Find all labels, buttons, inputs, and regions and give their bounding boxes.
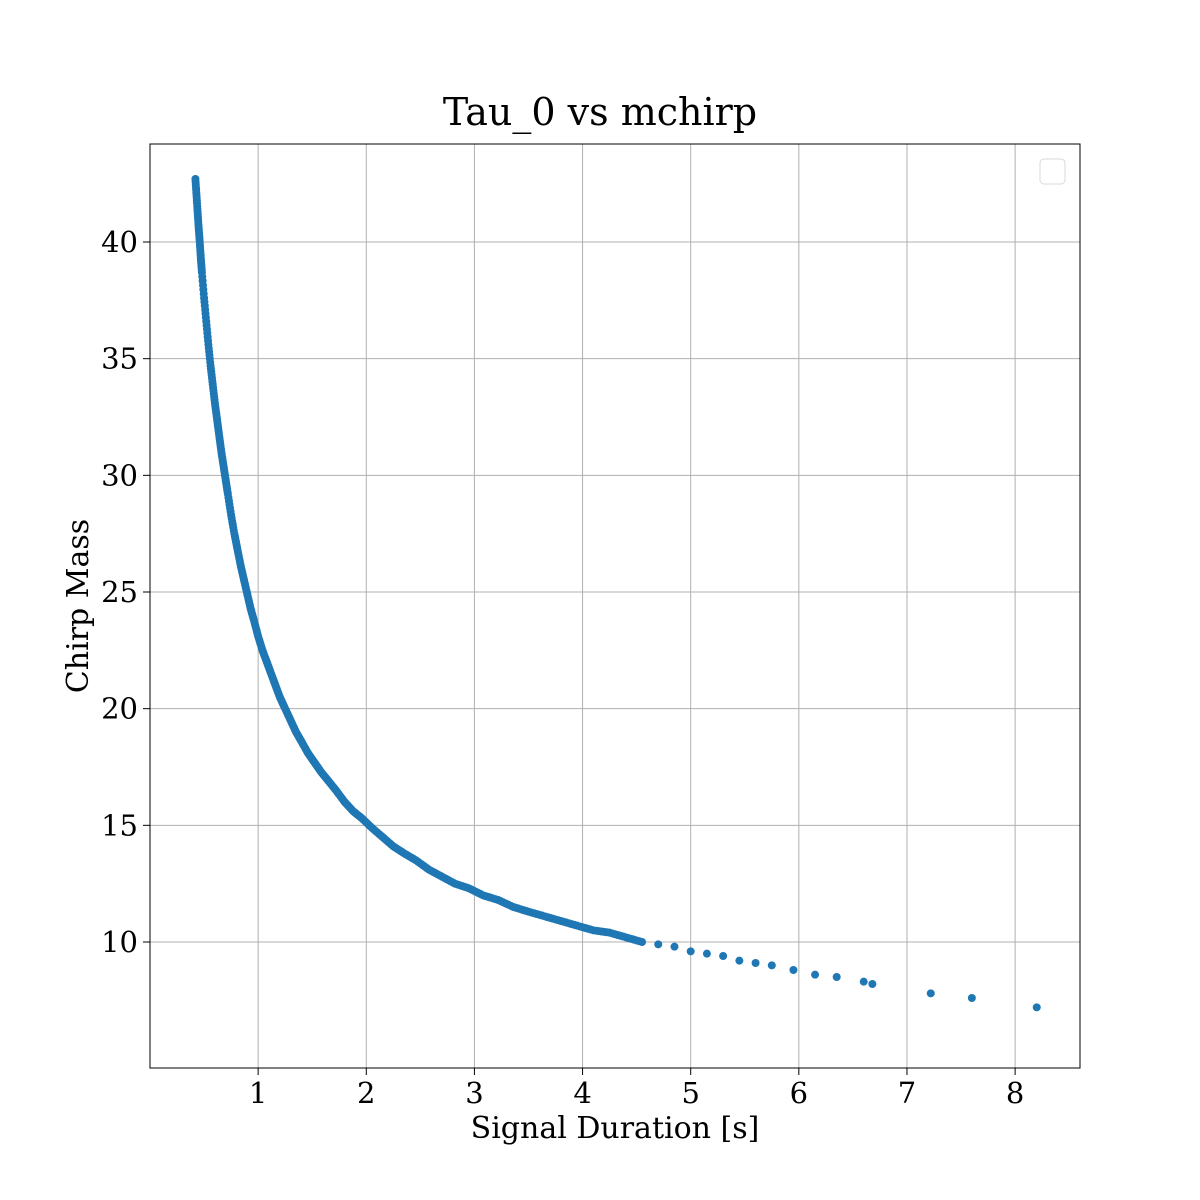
data-point <box>767 961 776 970</box>
x-tick-label: 1 <box>249 1076 267 1110</box>
data-point <box>789 966 798 974</box>
ticks-layer: 1 2 3 4 5 6 7 8 10 15 20 25 30 35 40 <box>101 225 1024 1110</box>
x-tick-label: 3 <box>465 1076 483 1110</box>
grid-layer <box>150 144 1080 1068</box>
data-point <box>686 947 695 956</box>
x-tick-label: 2 <box>357 1076 375 1110</box>
y-tick-label: 35 <box>101 342 138 376</box>
data-point <box>751 959 760 967</box>
y-tick-label: 10 <box>101 925 138 959</box>
data-point <box>670 942 679 951</box>
x-tick-label: 5 <box>681 1076 699 1110</box>
x-tick-label: 7 <box>898 1076 916 1110</box>
legend-box <box>1039 158 1066 185</box>
points-layer <box>191 175 1041 1012</box>
data-point <box>811 970 820 979</box>
y-tick-label: 40 <box>101 225 138 259</box>
data-point <box>654 940 663 949</box>
data-point <box>859 977 868 986</box>
data-point <box>735 956 744 965</box>
chart-title: Tau_0 vs mchirp <box>443 90 757 135</box>
data-point <box>702 949 711 958</box>
y-tick-label: 20 <box>101 692 138 726</box>
data-point <box>832 973 841 981</box>
data-point <box>638 938 647 946</box>
x-axis-label: Signal Duration [s] <box>471 1111 760 1146</box>
x-tick-label: 4 <box>573 1076 591 1110</box>
y-axis-label: Chirp Mass <box>61 519 96 693</box>
x-tick-label: 8 <box>1006 1076 1024 1110</box>
plot-frame <box>149 143 1081 1069</box>
data-point <box>967 994 976 1002</box>
y-tick-label: 30 <box>101 458 138 492</box>
x-tick-label: 6 <box>790 1076 808 1110</box>
data-point <box>1032 1003 1041 1012</box>
data-point <box>926 989 935 998</box>
y-tick-label: 15 <box>101 808 138 842</box>
data-point <box>868 980 877 988</box>
data-point <box>719 952 728 960</box>
y-tick-label: 25 <box>101 575 138 609</box>
